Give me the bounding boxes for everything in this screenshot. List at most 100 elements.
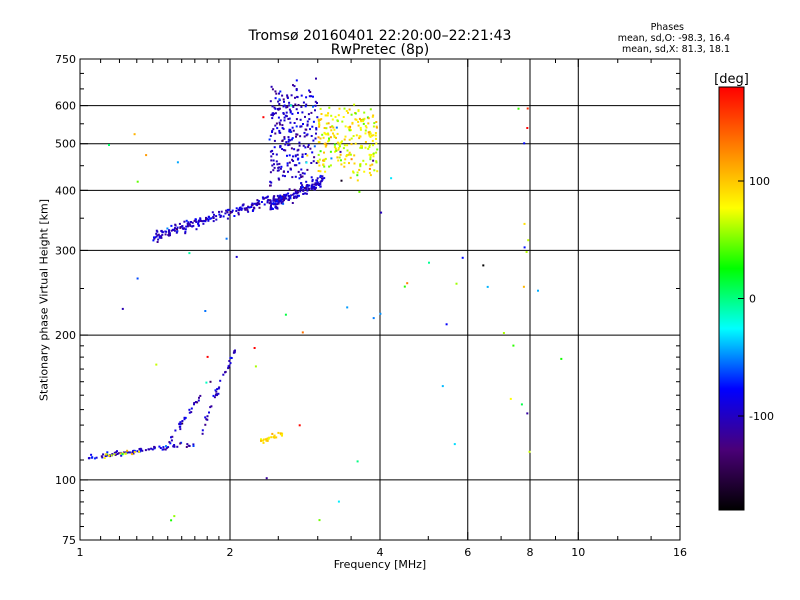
y-tick-label: 200 [55,329,76,342]
data-point [279,167,282,170]
data-point [517,107,520,110]
data-point [319,170,322,173]
data-point [336,120,339,123]
data-point [233,350,236,353]
data-point [184,416,187,419]
data-point [316,102,318,104]
data-point [183,227,185,230]
data-point [293,188,296,191]
data-point [327,140,329,143]
data-point [298,194,300,197]
data-point [258,206,261,209]
data-point [289,168,292,171]
data-point [157,233,160,236]
data-point [310,111,313,114]
x-tick-label: 4 [377,546,384,559]
data-point [375,137,377,140]
data-point [371,115,374,118]
data-point [276,163,279,166]
data-point [270,204,272,207]
data-point [356,460,359,463]
data-point [173,444,176,446]
data-point [270,203,273,205]
data-point [308,89,311,92]
data-point [303,187,306,189]
data-point [156,234,159,237]
data-point [509,397,512,400]
data-point [230,211,233,214]
data-point [260,201,263,203]
data-point [235,255,238,258]
data-point [278,92,280,95]
data-point [352,170,354,173]
data-point [273,112,275,115]
data-point [287,140,290,143]
data-point [189,224,192,227]
data-point [293,122,296,124]
data-point [380,211,383,214]
data-point [286,94,289,97]
data-point [162,446,165,449]
data-point [106,451,109,454]
data-point [294,96,296,99]
data-point [305,128,308,131]
data-point [307,144,310,146]
data-point [329,126,332,129]
data-point [283,194,286,197]
data-point [359,128,362,131]
data-point [270,113,273,116]
data-point [301,331,304,334]
data-point [246,209,249,212]
data-point [312,120,315,123]
data-point [198,396,200,399]
data-point [341,140,343,143]
y-tick-label: 100 [55,474,76,487]
data-point [185,219,188,222]
data-point [328,137,330,140]
data-point [101,456,104,459]
data-point [275,200,278,203]
data-point [320,113,323,115]
data-point [296,96,299,99]
data-point [184,228,187,231]
data-point [193,403,195,406]
colorbar: 100 0 -100 [deg] [714,72,774,511]
data-point [311,125,314,128]
data-point [355,134,358,137]
data-point [374,134,377,137]
x-tick-label: 16 [673,546,687,559]
data-point [301,155,304,158]
data-point [321,175,324,178]
data-point [316,179,318,182]
data-point [340,179,343,182]
data-point [321,133,324,136]
data-point [324,145,327,148]
data-point [279,123,282,126]
data-point [197,399,200,402]
data-point [314,100,317,103]
data-point [274,132,277,135]
data-point [349,129,352,132]
data-point [194,401,197,403]
data-point [318,183,321,185]
data-point [329,150,332,153]
data-point [121,453,124,456]
data-point [136,450,139,453]
data-point [375,151,378,154]
data-point [295,108,298,111]
data-point [103,457,106,459]
data-point [190,411,193,414]
data-point [289,121,292,124]
data-point [288,130,291,133]
data-point [339,153,342,156]
data-point [207,219,210,222]
data-point [229,362,232,365]
data-point [268,202,271,205]
data-point [206,415,209,418]
data-point [279,145,282,148]
data-point [275,153,278,156]
data-point [526,412,529,415]
data-point [300,105,303,108]
data-point [266,195,269,198]
data-point [214,389,217,392]
